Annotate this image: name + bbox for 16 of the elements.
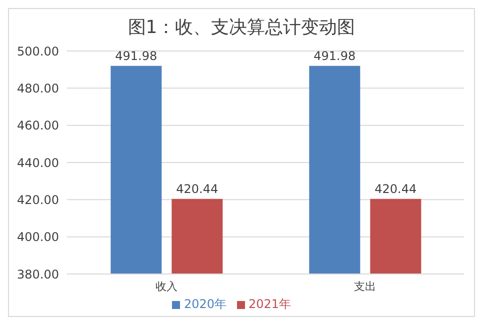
y-tick-label: 480.00 bbox=[17, 81, 59, 96]
data-label: 491.98 bbox=[115, 48, 158, 63]
chart-title: 图1：收、支决算总计变动图 bbox=[126, 16, 356, 40]
legend-label: 2020年 bbox=[184, 297, 226, 311]
y-tick-label: 400.00 bbox=[17, 230, 59, 244]
x-tick-label: 收入 bbox=[155, 280, 178, 293]
data-label: 420.44 bbox=[374, 182, 417, 196]
y-tick-label: 440.00 bbox=[17, 156, 59, 170]
y-tick-label: 420.00 bbox=[17, 192, 59, 207]
y-tick-label: 500.00 bbox=[17, 44, 59, 58]
y-tick-label: 380.00 bbox=[17, 267, 59, 282]
y-tick-label: 460.00 bbox=[17, 118, 59, 133]
data-label: 491.98 bbox=[314, 48, 356, 63]
legend-label: 2021年 bbox=[248, 297, 292, 311]
x-tick-label: 支出 bbox=[354, 280, 376, 293]
data-label: 420.44 bbox=[176, 182, 218, 196]
